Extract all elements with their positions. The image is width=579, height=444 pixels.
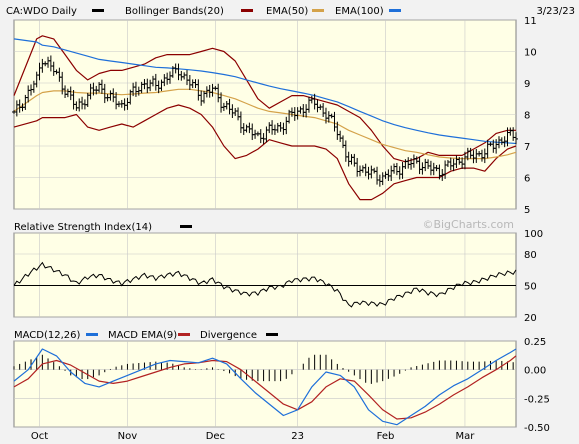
rsi-title: Relative Strength Index(14)	[14, 222, 192, 233]
ema100-line	[13, 38, 517, 145]
macd-legend-swatch	[86, 333, 98, 336]
price-y-tick-label: 5	[524, 205, 530, 216]
price-y-tick-label: 7	[524, 142, 530, 153]
macd-line	[13, 348, 517, 426]
date-label: 3/23/23	[536, 6, 575, 17]
price-y-tick-label: 6	[524, 174, 530, 185]
macd-ema-label: MACD EMA(9)	[108, 330, 177, 341]
x-tick-label: Feb	[377, 431, 395, 442]
rsi-y-tick-label: 100	[524, 229, 543, 240]
price-y-tick-label: 10	[524, 48, 537, 59]
macd-y-tick-label: 0.25	[524, 337, 546, 348]
macd-y-tick-label: 0.00	[524, 366, 546, 377]
rsi-legend-swatch	[180, 225, 192, 228]
bollinger-lower-line	[13, 104, 517, 201]
rsi-y-tick-label: 50	[524, 282, 537, 293]
legend-ema100-label: EMA(100)	[335, 6, 384, 17]
x-tick-label: Oct	[31, 431, 48, 442]
macd-panel: -0.50 -0.25 0.00 0.25	[13, 337, 550, 434]
legend-bollinger-swatch	[241, 9, 253, 12]
rsi-plot-area	[13, 232, 517, 318]
rsi-line	[13, 261, 517, 308]
watermark: ©BigCharts.com	[422, 218, 514, 231]
legend-ema50-label: EMA(50)	[266, 6, 308, 17]
rsi-y-tick-label: 20	[524, 313, 537, 324]
x-tick-label: Dec	[206, 431, 225, 442]
rsi-title-label: Relative Strength Index(14)	[14, 222, 152, 233]
macd-plot-area	[13, 340, 517, 428]
macd-ema-swatch	[178, 333, 190, 336]
x-axis: Oct Nov Dec 23 Feb Mar	[31, 431, 475, 442]
macd-title-label: MACD(12,26)	[14, 330, 81, 341]
symbol-label: CA:WDO Daily	[6, 6, 77, 17]
macd-y-tick-label: -0.50	[524, 423, 550, 434]
macd-legend: MACD(12,26) MACD EMA(9) Divergence	[14, 330, 278, 341]
x-tick-label: Mar	[456, 431, 476, 442]
macd-ema-line	[13, 355, 517, 420]
macd-y-tick-label: -0.25	[524, 394, 550, 405]
ema50-line	[13, 88, 517, 160]
rsi-y-tick-label: 80	[524, 250, 537, 261]
legend-ema50-swatch	[312, 9, 324, 12]
price-panel: 5 6 7 8 9 10 11	[12, 16, 537, 216]
header-legend: CA:WDO Daily Bollinger Bands(20) EMA(50)…	[6, 6, 575, 17]
price-y-tick-label: 11	[524, 16, 537, 27]
price-y-tick-label: 8	[524, 111, 530, 122]
x-tick-label: Nov	[118, 431, 138, 442]
divergence-swatch	[266, 333, 278, 336]
rsi-panel: 20 50 80 100	[13, 229, 543, 324]
legend-ema100-swatch	[389, 9, 401, 12]
x-tick-label: 23	[291, 431, 304, 442]
legend-bollinger-label: Bollinger Bands(20)	[125, 6, 224, 17]
bollinger-upper-line	[13, 35, 516, 163]
price-y-tick-label: 9	[524, 79, 530, 90]
price-legend-swatch	[92, 9, 104, 12]
divergence-label: Divergence	[200, 330, 257, 341]
